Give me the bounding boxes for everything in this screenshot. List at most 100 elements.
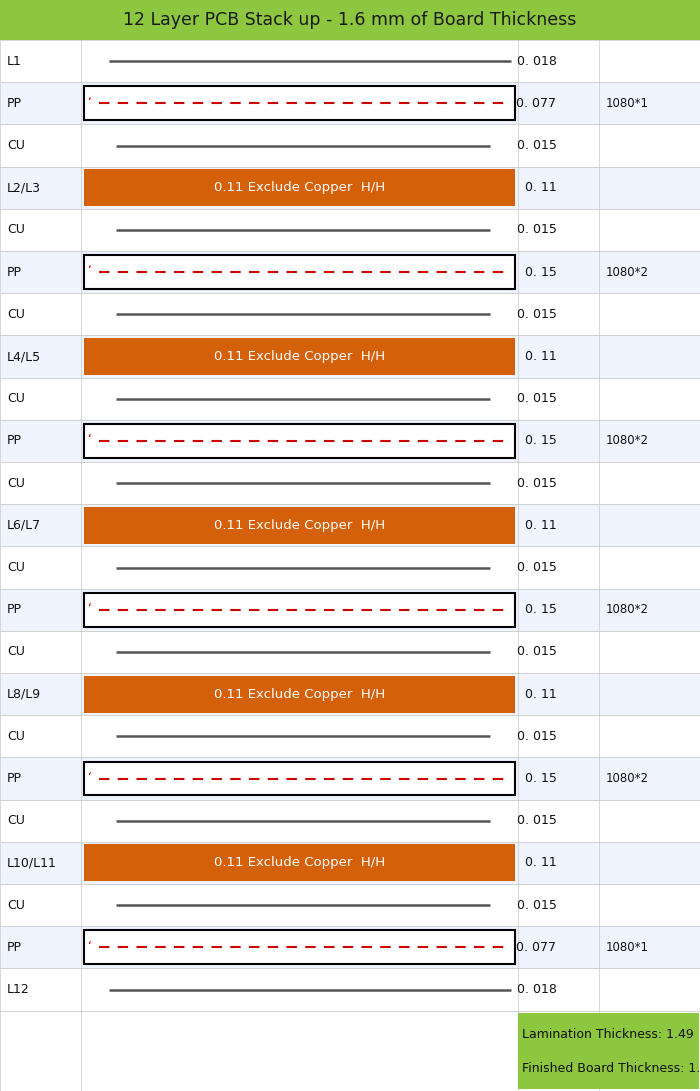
Text: 0. 015: 0. 015 [517, 308, 556, 321]
Text: PP: PP [7, 265, 22, 278]
Bar [0, 631, 700, 673]
Text: ‘: ‘ [88, 602, 92, 615]
Text: 0. 015: 0. 015 [517, 899, 556, 912]
Text: CU: CU [7, 139, 25, 152]
Bar [0, 377, 700, 420]
Text: ‘: ‘ [88, 770, 92, 783]
Text: 1080*1: 1080*1 [606, 940, 648, 954]
Text: 0. 018: 0. 018 [517, 55, 556, 68]
Text: 0. 018: 0. 018 [517, 983, 556, 996]
Text: 0. 077: 0. 077 [517, 940, 556, 954]
Text: L12: L12 [7, 983, 29, 996]
Bar [0, 124, 700, 167]
Text: PP: PP [7, 434, 22, 447]
Text: 0.11 Exclude Copper  H/H: 0.11 Exclude Copper H/H [214, 856, 385, 870]
Text: CU: CU [7, 224, 25, 237]
Bar [0, 884, 700, 926]
Bar [0, 969, 700, 1010]
Bar [84, 675, 514, 712]
Bar [0, 167, 700, 208]
Text: PP: PP [7, 97, 22, 110]
Text: CU: CU [7, 477, 25, 490]
Bar [84, 506, 514, 544]
Bar [84, 762, 514, 795]
Text: 0. 15: 0. 15 [524, 434, 556, 447]
Text: L4/L5: L4/L5 [7, 350, 41, 363]
Text: 0. 11: 0. 11 [525, 519, 556, 531]
Text: 0. 015: 0. 015 [517, 814, 556, 827]
Text: 0. 077: 0. 077 [517, 97, 556, 110]
Text: PP: PP [7, 940, 22, 954]
Text: 0. 15: 0. 15 [524, 265, 556, 278]
Text: ‘: ‘ [88, 264, 92, 277]
Text: 0. 015: 0. 015 [517, 139, 556, 152]
Bar [0, 208, 700, 251]
Bar [0, 420, 700, 461]
Text: Lamination Thickness: 1.49: Lamination Thickness: 1.49 [522, 1028, 693, 1041]
Text: L6/L7: L6/L7 [7, 519, 41, 531]
Text: ‘: ‘ [88, 96, 92, 108]
Text: 0. 015: 0. 015 [517, 477, 556, 490]
Text: L2/L3: L2/L3 [7, 181, 41, 194]
Text: CU: CU [7, 308, 25, 321]
Bar [0, 926, 700, 969]
Bar [84, 592, 514, 626]
Bar [84, 255, 514, 289]
Text: ‘: ‘ [88, 433, 92, 446]
Text: 0. 015: 0. 015 [517, 730, 556, 743]
Bar [518, 1012, 699, 1089]
Bar [0, 251, 700, 293]
Bar [0, 757, 700, 800]
Text: 1080*2: 1080*2 [606, 265, 648, 278]
Bar [84, 931, 514, 964]
Bar [84, 86, 514, 120]
Bar [0, 504, 700, 547]
Text: 0.11 Exclude Copper  H/H: 0.11 Exclude Copper H/H [214, 687, 385, 700]
Bar [0, 1010, 700, 1091]
Bar [0, 842, 700, 884]
Text: 0.11 Exclude Copper  H/H: 0.11 Exclude Copper H/H [214, 519, 385, 531]
Bar [0, 82, 700, 124]
Text: 1080*1: 1080*1 [606, 97, 648, 110]
Text: CU: CU [7, 899, 25, 912]
Text: ‘: ‘ [88, 939, 92, 952]
Text: 0. 015: 0. 015 [517, 646, 556, 658]
Text: 0. 015: 0. 015 [517, 561, 556, 574]
Bar [0, 716, 700, 757]
Text: L10/L11: L10/L11 [7, 856, 57, 870]
Bar [0, 0, 700, 40]
Text: 0.11 Exclude Copper  H/H: 0.11 Exclude Copper H/H [214, 181, 385, 194]
Bar [84, 844, 514, 882]
Bar [0, 547, 700, 589]
Bar [0, 293, 700, 335]
Bar [0, 40, 700, 82]
Text: 0. 15: 0. 15 [524, 603, 556, 616]
Text: 0. 015: 0. 015 [517, 224, 556, 237]
Text: 0.11 Exclude Copper  H/H: 0.11 Exclude Copper H/H [214, 350, 385, 363]
Text: CU: CU [7, 392, 25, 405]
Text: 0. 11: 0. 11 [525, 181, 556, 194]
Bar [84, 424, 514, 458]
Text: 0. 15: 0. 15 [524, 772, 556, 786]
Text: 0. 11: 0. 11 [525, 687, 556, 700]
Text: CU: CU [7, 561, 25, 574]
Bar [0, 800, 700, 842]
Text: 0. 015: 0. 015 [517, 392, 556, 405]
Text: PP: PP [7, 603, 22, 616]
Bar [84, 338, 514, 375]
Bar [84, 169, 514, 206]
Text: PP: PP [7, 772, 22, 786]
Text: L8/L9: L8/L9 [7, 687, 41, 700]
Text: Finished Board Thickness: 1.6+/-0.16: Finished Board Thickness: 1.6+/-0.16 [522, 1062, 700, 1074]
Text: 1080*2: 1080*2 [606, 434, 648, 447]
Text: 1080*2: 1080*2 [606, 603, 648, 616]
Text: CU: CU [7, 646, 25, 658]
Text: CU: CU [7, 730, 25, 743]
Text: 1080*2: 1080*2 [606, 772, 648, 786]
Text: L1: L1 [7, 55, 22, 68]
Text: 12 Layer PCB Stack up - 1.6 mm of Board Thickness: 12 Layer PCB Stack up - 1.6 mm of Board … [123, 11, 577, 29]
Text: 0. 11: 0. 11 [525, 350, 556, 363]
Bar [0, 335, 700, 377]
Text: CU: CU [7, 814, 25, 827]
Bar [0, 673, 700, 716]
